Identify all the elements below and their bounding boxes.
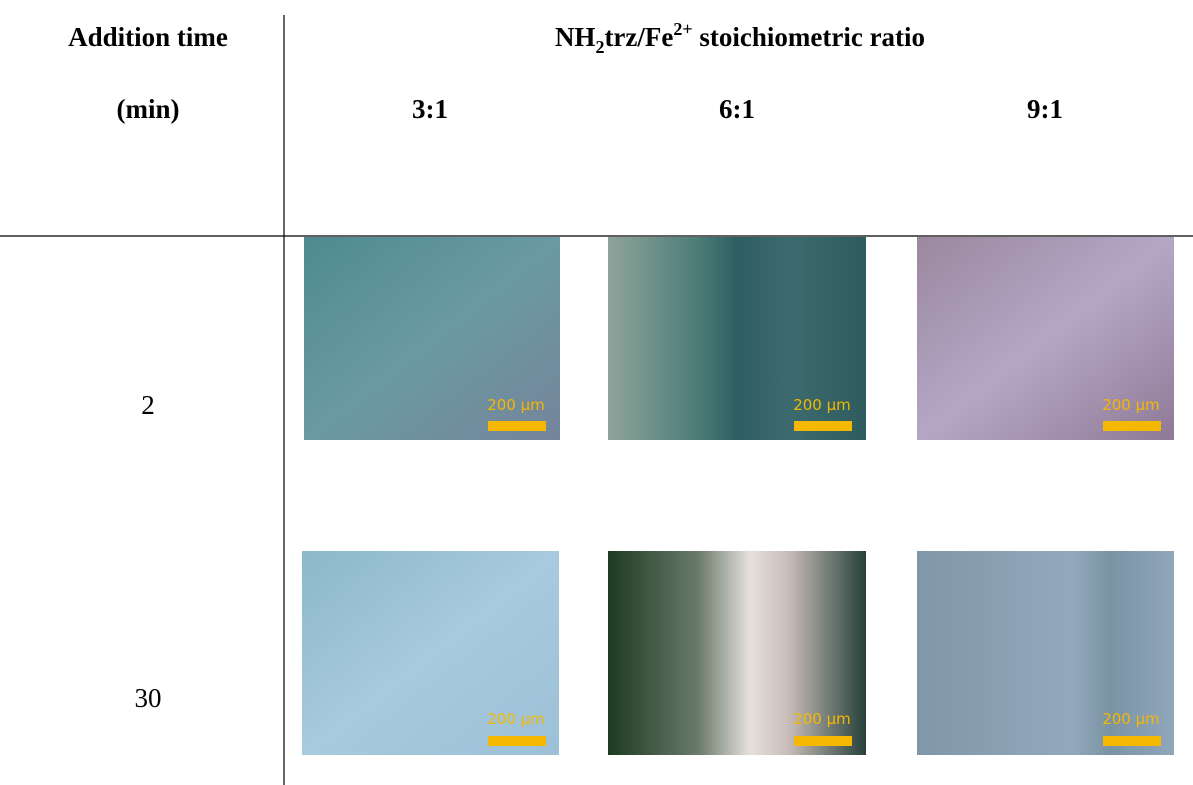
micrograph: 200 µm — [917, 237, 1174, 440]
column-label: 3:1 — [412, 94, 448, 124]
scale-label: 200 µm — [487, 710, 545, 728]
page: Addition time (min) NH2trz/Fe2+ stoichio… — [0, 0, 1193, 785]
title-part: NH — [555, 22, 596, 52]
column-label: 6:1 — [719, 94, 755, 124]
title-subscript: 2 — [595, 37, 604, 57]
micrograph: 200 µm — [608, 237, 866, 440]
title-part: trz/Fe — [604, 22, 673, 52]
scale-label: 200 µm — [487, 396, 545, 414]
micrograph: 200 µm — [608, 551, 866, 755]
scale-label: 200 µm — [1102, 396, 1160, 414]
row-label: 30 — [135, 683, 162, 713]
scale-label: 200 µm — [793, 396, 851, 414]
header-label: (min) — [117, 94, 180, 124]
micrograph: 200 µm — [917, 551, 1174, 755]
title-part: stoichiometric ratio — [693, 22, 925, 52]
ratio-title: NH2trz/Fe2+ stoichiometric ratio — [555, 19, 925, 57]
scale-label: 200 µm — [1102, 710, 1160, 728]
micrograph: 200 µm — [302, 551, 559, 755]
title-superscript: 2+ — [673, 19, 692, 39]
scale-label: 200 µm — [793, 710, 851, 728]
column-label: 9:1 — [1027, 94, 1063, 124]
micrograph: 200 µm — [304, 237, 560, 440]
row-label: 2 — [141, 390, 155, 420]
header-label: Addition time — [68, 22, 228, 52]
